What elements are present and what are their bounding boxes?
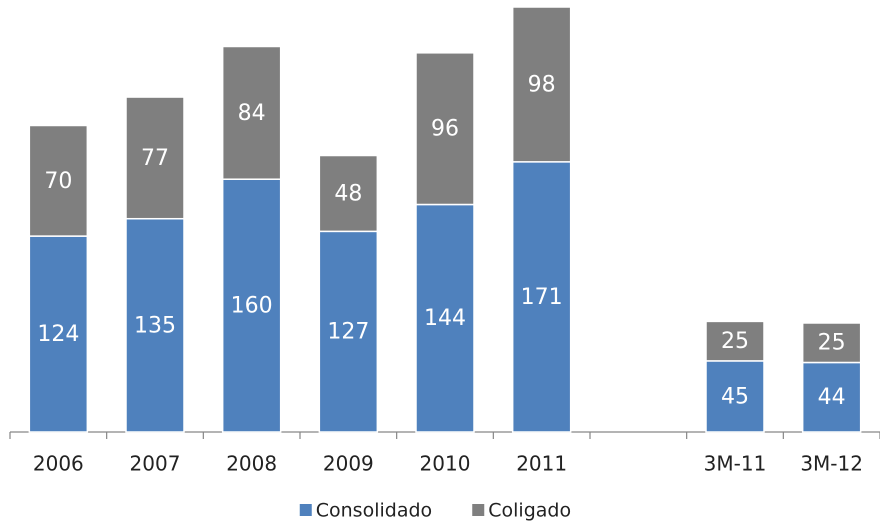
x-tick-label: 2008 xyxy=(226,452,277,476)
legend-swatch xyxy=(472,504,485,516)
bar-segment xyxy=(511,161,572,433)
data-label: 144 xyxy=(424,306,466,331)
x-tick-label: 2011 xyxy=(516,452,567,476)
bar-segment xyxy=(801,322,862,364)
data-label: 48 xyxy=(334,181,362,206)
data-label: 25 xyxy=(818,331,846,356)
bar-segment xyxy=(705,360,765,433)
data-label: 135 xyxy=(134,313,176,338)
x-tick-label: 2006 xyxy=(33,452,84,476)
bar-segment xyxy=(415,52,475,206)
x-tick-label: 2007 xyxy=(130,452,181,476)
data-label: 44 xyxy=(818,385,846,410)
data-label: 70 xyxy=(44,169,72,194)
data-label: 98 xyxy=(528,72,556,97)
data-label: 96 xyxy=(431,117,459,142)
data-label: 45 xyxy=(721,384,749,409)
legend-label: Coligado xyxy=(488,500,571,522)
bar-segment xyxy=(318,154,379,233)
data-label: 77 xyxy=(141,146,169,171)
data-label: 84 xyxy=(238,101,266,126)
data-label: 171 xyxy=(521,285,563,310)
legend-label: Consolidado xyxy=(316,500,432,522)
x-tick-label: 2010 xyxy=(420,452,471,476)
bar-segment xyxy=(221,178,282,433)
bar-segment xyxy=(28,124,89,237)
bar-segment xyxy=(221,45,282,180)
bar-segment xyxy=(415,203,475,433)
bar-segment xyxy=(511,6,572,163)
x-tick-label: 2009 xyxy=(323,452,374,476)
data-label: 160 xyxy=(231,294,273,319)
data-label: 127 xyxy=(327,320,369,345)
bar-segment xyxy=(705,320,765,362)
bar-segment xyxy=(125,217,185,433)
bar-segment xyxy=(318,230,379,433)
x-tick-label: 3M-11 xyxy=(704,452,767,476)
bar-segment xyxy=(125,96,185,220)
x-tick-label: 3M-12 xyxy=(800,452,863,476)
data-label: 25 xyxy=(721,329,749,354)
legend-swatch xyxy=(299,504,312,516)
data-label: 124 xyxy=(37,322,79,347)
